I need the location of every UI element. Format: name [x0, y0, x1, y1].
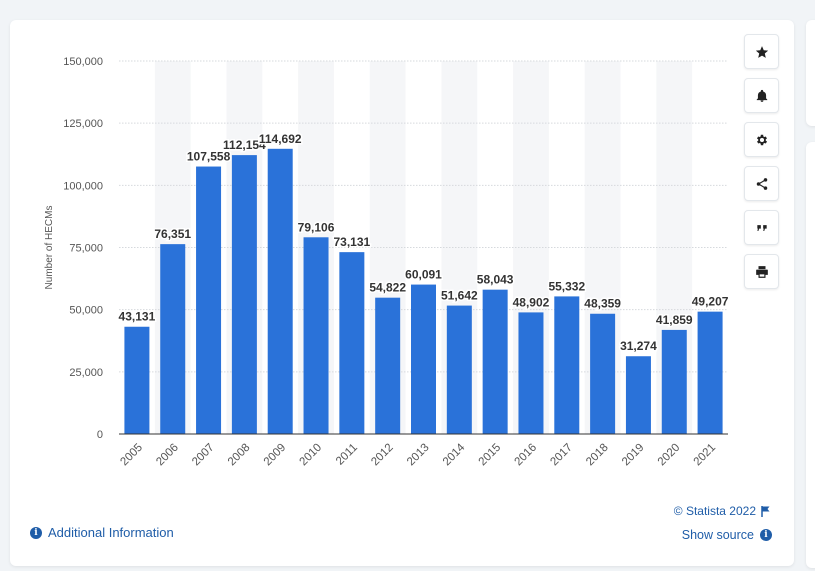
- settings-button[interactable]: [744, 122, 779, 157]
- x-tick-label: 2005: [118, 442, 145, 469]
- y-tick-label: 75,000: [69, 243, 103, 255]
- y-axis-label: Number of HECMs: [44, 206, 55, 290]
- bar: [518, 312, 544, 434]
- share-icon: [756, 177, 767, 190]
- side-panel-bottom: [806, 142, 815, 568]
- value-label: 54,822: [369, 281, 406, 295]
- bar: [160, 244, 186, 434]
- bar: [303, 237, 329, 434]
- value-label: 79,106: [298, 220, 335, 234]
- value-label: 114,692: [259, 132, 302, 146]
- y-tick-label: 25,000: [69, 367, 103, 379]
- value-label: 41,859: [656, 313, 693, 327]
- x-tick-label: 2012: [369, 442, 396, 469]
- bar: [590, 313, 616, 434]
- value-label: 112,154: [223, 138, 266, 152]
- x-tick-label: 2018: [584, 442, 611, 469]
- value-label: 107,558: [187, 150, 231, 164]
- y-tick-label: 50,000: [69, 305, 103, 317]
- show-source-label: Show source: [681, 528, 754, 542]
- notification-button[interactable]: [744, 78, 779, 113]
- bar: [661, 329, 687, 434]
- value-label: 48,359: [584, 297, 621, 311]
- y-tick-label: 150,000: [63, 56, 103, 68]
- value-label: 55,332: [548, 279, 585, 293]
- value-label: 58,043: [477, 273, 514, 287]
- x-tick-label: 2010: [298, 442, 325, 469]
- bar: [339, 252, 365, 434]
- bar: [124, 326, 150, 434]
- copyright-text: © Statista 2022: [673, 504, 756, 518]
- x-tick-label: 2015: [477, 442, 504, 469]
- show-source-link[interactable]: Show source i: [682, 528, 772, 542]
- bars: [124, 148, 723, 434]
- value-label: 43,131: [119, 310, 156, 324]
- x-tick-label: 2007: [190, 442, 217, 469]
- info-icon: i: [30, 526, 42, 539]
- x-tick-label: 2017: [548, 442, 575, 469]
- x-tick-label: 2008: [226, 442, 253, 469]
- bar: [267, 148, 293, 434]
- bar: [554, 296, 580, 434]
- gear-icon: [756, 134, 767, 145]
- bar: [375, 297, 401, 434]
- x-axis-ticks: 2005 2006 2007 2008 2009 2010 2011 2012 2013 2014…: [118, 441, 718, 468]
- bar: [446, 305, 472, 434]
- bar: [231, 155, 257, 434]
- quote-icon: [756, 224, 767, 231]
- value-label: 49,207: [692, 295, 729, 309]
- x-tick-label: 2019: [620, 442, 647, 469]
- x-tick-label: 2009: [262, 442, 289, 469]
- value-label: 60,091: [405, 268, 442, 282]
- y-tick-label: 125,000: [63, 118, 103, 130]
- x-tick-label: 2013: [405, 442, 432, 469]
- bar: [482, 289, 508, 434]
- print-icon: [755, 265, 768, 278]
- bar: [697, 311, 723, 434]
- additional-information-link[interactable]: i Additional Information: [30, 525, 174, 540]
- flag-icon: [761, 505, 770, 517]
- value-label: 51,642: [441, 289, 478, 303]
- x-tick-label: 2006: [154, 442, 181, 469]
- x-tick-label: 2016: [513, 442, 540, 469]
- y-tick-label: 100,000: [63, 180, 103, 192]
- value-label: 73,131: [334, 235, 371, 249]
- bar: [196, 166, 222, 434]
- info-icon: i: [760, 529, 772, 541]
- bell-icon: [756, 89, 767, 102]
- statista-copyright[interactable]: © Statista 2022: [674, 504, 771, 518]
- side-panel-top: [806, 20, 815, 126]
- favorite-button[interactable]: [744, 34, 779, 69]
- x-tick-label: 2011: [334, 442, 360, 468]
- value-label: 76,351: [154, 227, 191, 241]
- x-tick-label: 2020: [656, 442, 683, 469]
- bar: [411, 284, 436, 434]
- value-label: 31,274: [620, 339, 657, 353]
- star-icon: [755, 45, 768, 58]
- x-tick-label: 2021: [692, 442, 719, 469]
- bar: [625, 356, 651, 434]
- print-button[interactable]: [744, 254, 779, 289]
- share-button[interactable]: [744, 166, 779, 201]
- x-tick-label: 2014: [441, 441, 468, 468]
- cite-button[interactable]: [744, 210, 779, 245]
- y-tick-label: 0: [97, 429, 103, 441]
- additional-information-label: Additional Information: [48, 525, 174, 540]
- value-label: 48,902: [513, 295, 550, 309]
- y-axis-ticks: 0 25,000 50,000 75,000 100,000 125,000 150,000: [63, 56, 103, 441]
